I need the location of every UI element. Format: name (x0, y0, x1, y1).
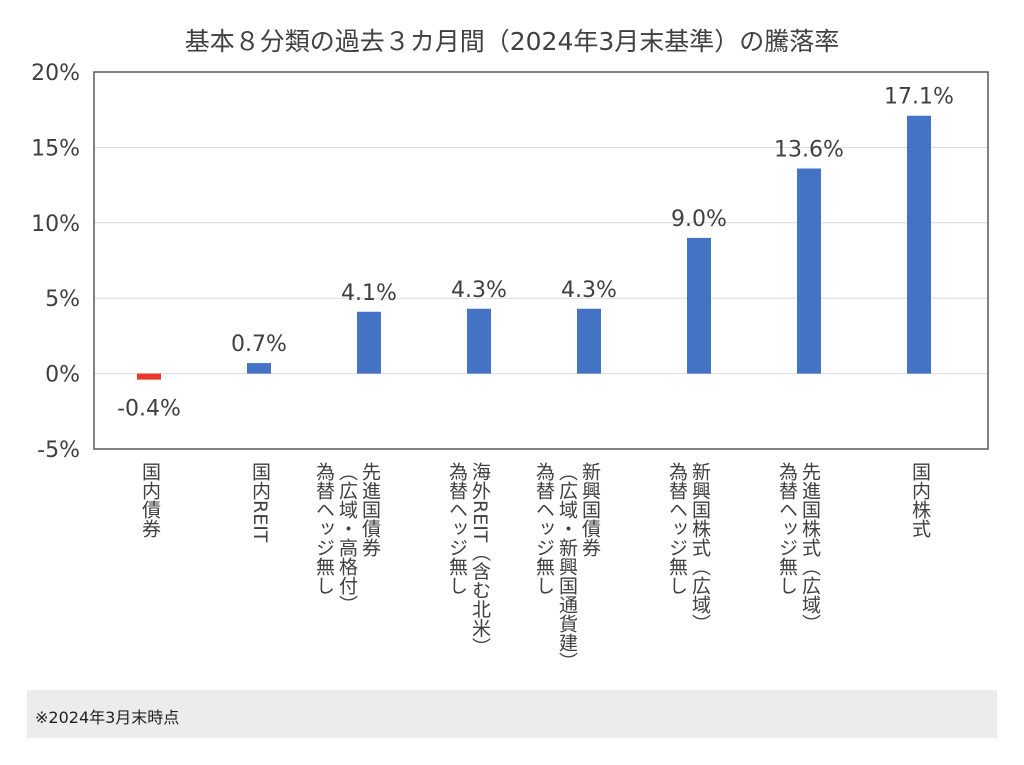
x-tick-label: 新興国株式（広域） 為替ヘッジ無し (666, 462, 711, 633)
data-label: 4.3% (561, 278, 617, 303)
data-label: 0.7% (231, 332, 287, 357)
y-tick-label: 20% (31, 61, 80, 86)
bar (467, 308, 491, 374)
x-tick-label: 国内株式 (909, 462, 931, 538)
bar (577, 308, 601, 374)
x-tick-label: 国内REIT (249, 462, 271, 543)
y-tick-label: 5% (45, 287, 80, 312)
data-label: 13.6% (774, 138, 844, 163)
bar (687, 237, 711, 374)
plot-frame (93, 71, 989, 450)
data-label: 17.1% (884, 85, 954, 110)
x-tick-label: 新興国債券 （広域・新興国通貨建） 為替ヘッジ無し (533, 462, 601, 671)
data-label: -0.4% (117, 397, 181, 422)
bar (907, 115, 931, 374)
data-label: 4.3% (451, 278, 507, 303)
y-tick-label: -5% (37, 438, 80, 463)
y-tick-label: 0% (45, 363, 80, 388)
footnote: ※2024年3月末時点 (35, 708, 180, 727)
chart-title: 基本８分類の過去３カ月間（2024年3月末基準）の騰落率 (184, 27, 840, 56)
bar (357, 311, 381, 374)
footnote-box: ※2024年3月末時点 (27, 690, 997, 738)
x-tick-label: 海外REIT（含む北米） 為替ヘッジ無し (446, 462, 491, 657)
bar (137, 373, 161, 380)
y-tick-label: 15% (31, 136, 80, 161)
bar (797, 168, 821, 374)
data-label: 9.0% (671, 207, 727, 232)
x-tick-label: 先進国株式（広域） 為替ヘッジ無し (776, 462, 821, 633)
x-tick-label: 先進国債券 （広域・高格付） 為替ヘッジ無し (313, 462, 381, 614)
x-tick-label: 国内債券 (139, 462, 161, 538)
bar (247, 363, 271, 374)
data-label: 4.1% (341, 281, 397, 306)
y-tick-label: 10% (31, 212, 80, 237)
